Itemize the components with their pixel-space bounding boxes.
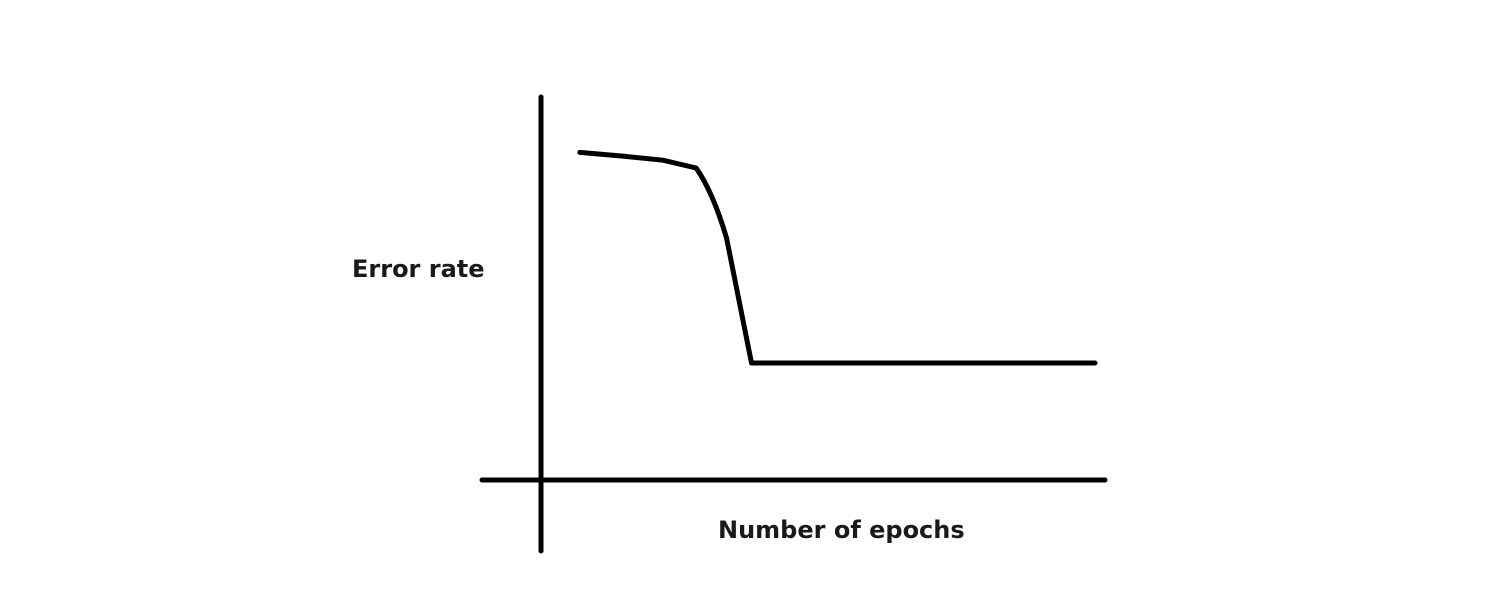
y-axis-label: Error rate (352, 255, 485, 283)
x-axis-label: Number of epochs (718, 516, 965, 544)
error-rate-line (577, 149, 1098, 366)
